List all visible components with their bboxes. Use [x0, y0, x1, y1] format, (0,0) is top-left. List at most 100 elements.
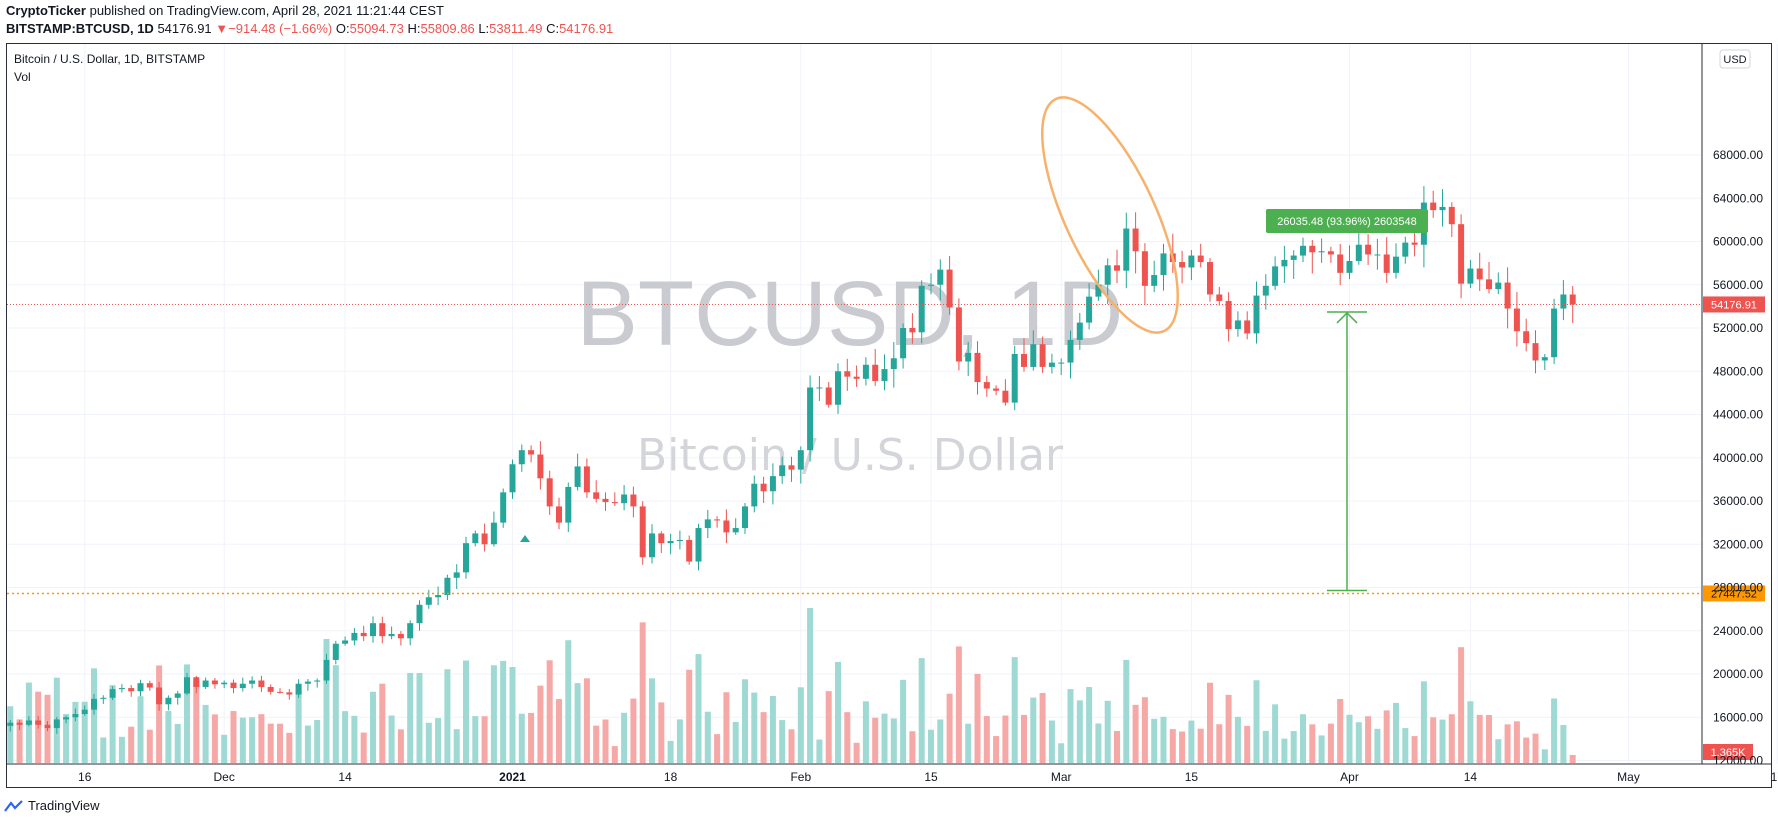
candle [1365, 233, 1372, 266]
candle [928, 273, 934, 295]
candle-body [1365, 244, 1372, 255]
candle [639, 501, 646, 565]
candle [621, 485, 628, 511]
candle-body [1104, 265, 1111, 285]
price-tick-label: 20000.00 [1713, 667, 1763, 681]
currency-badge[interactable] [1719, 49, 1751, 69]
volume-bar [993, 736, 1000, 763]
volume-bar [900, 679, 907, 763]
candle [667, 533, 674, 555]
candle-body [872, 364, 879, 381]
candle-body [695, 528, 702, 562]
volume-bar [174, 723, 181, 763]
candle [1458, 214, 1465, 299]
time-tick-label: 18 [664, 770, 678, 784]
candle-body [1486, 279, 1492, 290]
candle-body [267, 686, 274, 692]
candle-body [835, 371, 841, 405]
volume-bar [1448, 714, 1455, 763]
candle [1569, 286, 1576, 324]
volume-bar [1355, 722, 1362, 763]
price-chart[interactable]: BTCUSD, 1D Bitcoin / U.S. Dollar 54176.9… [0, 0, 1778, 790]
candle [444, 574, 451, 601]
candle-body [63, 717, 70, 720]
candle-body [407, 623, 414, 639]
candle-body [611, 502, 618, 504]
candle-body [928, 284, 934, 286]
candle-body [1448, 206, 1455, 225]
watermark-name: Bitcoin / U.S. Dollar [637, 430, 1064, 481]
volume-bar [537, 685, 544, 763]
volume-bar [91, 668, 97, 763]
legend-vol: Vol [14, 70, 31, 84]
volume-bar [816, 739, 823, 763]
candle [1402, 236, 1409, 264]
volume-bar [1532, 733, 1539, 763]
candle [1327, 246, 1334, 263]
candle [1504, 267, 1511, 329]
volume-bar [370, 691, 376, 763]
volume-bar [797, 687, 804, 763]
volume-bar [249, 717, 256, 763]
candle-body [881, 369, 888, 381]
candle [397, 631, 404, 646]
volume-bar [1179, 731, 1186, 763]
candle-body [202, 680, 209, 687]
candle-body [788, 465, 795, 470]
candle [332, 640, 339, 665]
volume-bar [723, 692, 730, 763]
volume-bar [481, 716, 488, 763]
candle-body [509, 464, 516, 493]
volume-bar [1569, 755, 1576, 763]
volume-bar [1188, 720, 1195, 763]
candle [862, 357, 869, 386]
volume-bar [807, 608, 814, 763]
candle [1541, 353, 1548, 370]
candle-body [546, 478, 553, 507]
volume-bar [277, 723, 283, 763]
candle [1318, 238, 1325, 263]
candle [463, 536, 469, 579]
time-tick-label: 15 [924, 770, 938, 784]
candle [1337, 243, 1344, 286]
candle [1021, 338, 1027, 372]
candle-body [1504, 282, 1511, 309]
volume-bar [1393, 702, 1399, 763]
volume-bar [230, 711, 237, 763]
candle [44, 721, 51, 732]
candle-body [1411, 242, 1418, 245]
candle [983, 375, 990, 397]
volume-bar [1197, 728, 1204, 763]
candle [221, 680, 228, 689]
time-tick-label: 14 [1464, 770, 1478, 784]
volume-bar [1216, 724, 1223, 763]
volume-bar [937, 719, 944, 763]
volume-bar [983, 716, 990, 763]
candle [1374, 238, 1381, 270]
candle-body [174, 693, 181, 698]
candle-body [1569, 294, 1576, 305]
candle-body [1309, 245, 1316, 253]
candle-body [1132, 228, 1139, 252]
candle-body [332, 643, 339, 660]
volume-bar [825, 691, 832, 763]
candle-body [463, 543, 469, 573]
candle-body [1039, 344, 1046, 367]
volume-bar [286, 732, 293, 763]
candle-body [44, 724, 51, 729]
candle-body [7, 722, 14, 726]
candle [1048, 353, 1055, 374]
candle-body [25, 720, 32, 725]
candle [239, 677, 246, 692]
candle-body [751, 483, 758, 507]
candle-body [621, 494, 628, 504]
candle [1225, 292, 1232, 342]
volume-bars [7, 608, 1576, 763]
grid [7, 44, 1778, 764]
candle-body [909, 328, 916, 333]
candle-body [1318, 251, 1325, 253]
candle [230, 679, 237, 694]
chart-frame [6, 43, 1772, 788]
volume-bar [639, 622, 646, 763]
volume-bar [1458, 647, 1465, 763]
